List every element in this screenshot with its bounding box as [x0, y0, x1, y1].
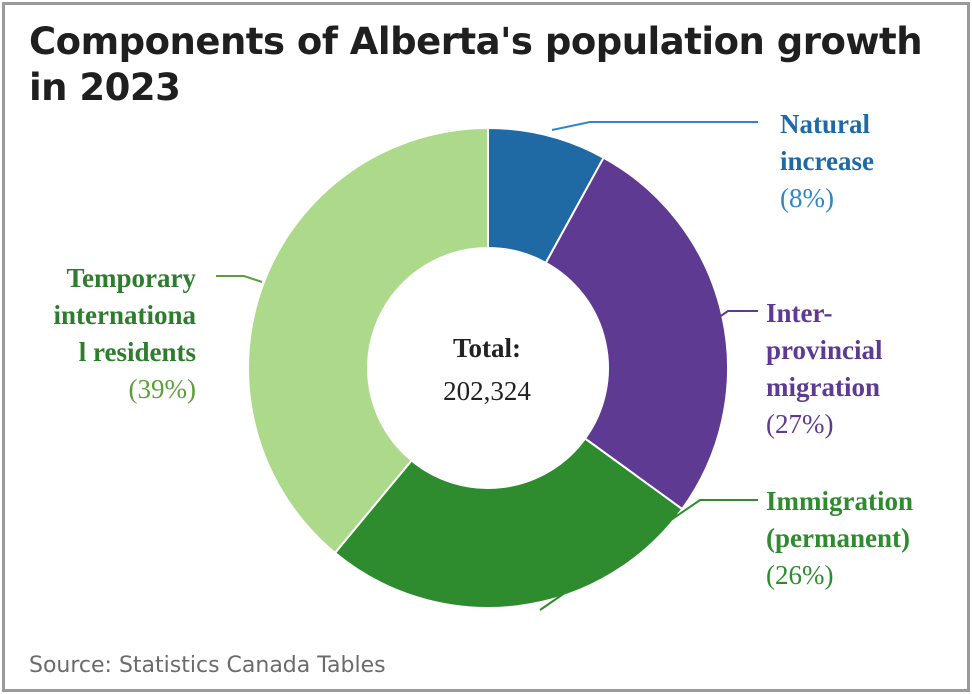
donut-slices: [247, 126, 729, 609]
pct-label-immigration-permanent: (26%): [766, 560, 833, 590]
leader-lines: [216, 121, 758, 611]
leader-immigration-permanent: [539, 499, 758, 611]
label-temporary-residents-line-3: l residents: [79, 337, 196, 367]
leader-temporary-residents: [216, 275, 263, 283]
label-temporary-residents-line-1: Temporary: [67, 263, 197, 293]
label-immigration-permanent-line-1: Immigration: [766, 486, 913, 516]
center-total-value: 202,324: [443, 376, 531, 406]
label-natural-increase-line-2: increase: [780, 146, 874, 176]
source-note: Source: Statistics Canada Tables: [29, 653, 386, 678]
label-natural-increase-line-1: Natural: [780, 109, 870, 139]
label-interprovincial-migration-line-3: migration: [766, 372, 880, 402]
chart-title: Components of Alberta's population growt…: [29, 20, 923, 109]
pct-label-temporary-residents: (39%): [129, 374, 196, 404]
label-temporary-residents-line-2: internationa: [53, 300, 196, 330]
slice-immigration-permanent: [333, 437, 684, 609]
label-interprovincial-migration-line-2: provincial: [766, 335, 883, 365]
slice-temporary-residents: [247, 126, 489, 555]
pct-label-interprovincial-migration: (27%): [766, 409, 833, 439]
center-total-label: Total:: [453, 333, 521, 363]
leader-interprovincial-migration: [711, 310, 758, 323]
slice-interprovincial-migration: [544, 156, 729, 511]
pct-label-natural-increase: (8%): [780, 183, 834, 213]
leader-natural-increase: [551, 121, 758, 131]
label-interprovincial-migration-line-1: Inter-: [766, 298, 832, 328]
slice-labels: Natural increase (8%) Inter-provincial migra…: [53, 109, 913, 590]
label-immigration-permanent-line-2: (permanent): [766, 523, 910, 553]
